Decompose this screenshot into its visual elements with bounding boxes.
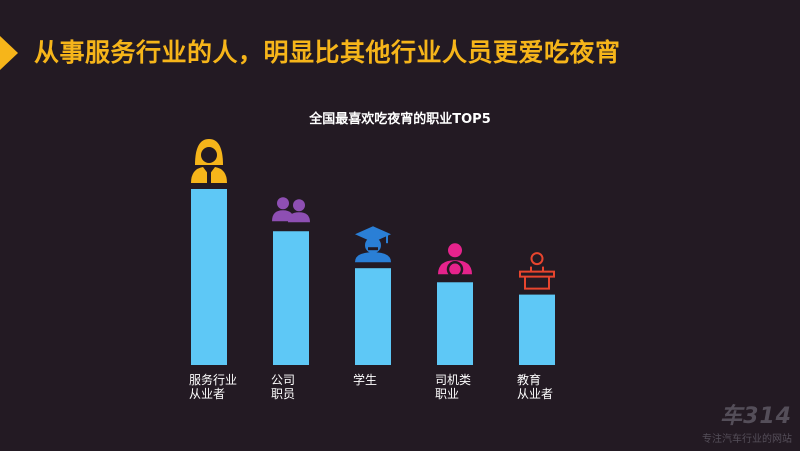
category-label-line: 学生 (353, 373, 378, 387)
driver-icon (438, 243, 472, 278)
header-arrow (0, 36, 18, 70)
bar-2 (273, 231, 309, 365)
watermark-tagline: 专注汽车行业的网站 (702, 434, 792, 445)
headline: 从事服务行业的人，明显比其他行业人员更爱吃夜宵 (34, 38, 621, 67)
chart-title: 全国最喜欢吃夜宵的职业TOP5 (309, 112, 491, 127)
category-label-2: 公司 职员 (271, 373, 295, 401)
category-label-line: 公司 (271, 373, 296, 387)
category-label-line: 从业者 (189, 387, 226, 401)
watermark-logo: 车314 (720, 404, 792, 429)
female-worker-icon (191, 139, 227, 183)
category-label-4: 司机类 职业 (435, 373, 471, 401)
bar-5 (519, 294, 555, 365)
teacher-icon (519, 252, 555, 290)
category-label-line: 职业 (435, 387, 460, 401)
category-label-5: 教育 从业者 (517, 373, 553, 401)
category-label-3: 学生 (353, 373, 377, 387)
category-label-line: 服务行业 (189, 373, 238, 387)
watermark: 车314 专注汽车行业的网站 (702, 398, 792, 445)
category-label-line: 教育 (517, 373, 542, 387)
graduate-icon (355, 226, 391, 263)
category-label-line: 司机类 (435, 373, 472, 387)
office-staff-icon (272, 197, 310, 223)
category-label-line: 从业者 (517, 387, 554, 401)
bar-4 (437, 282, 473, 365)
category-label-1: 服务行业 从业者 (189, 373, 237, 401)
category-label-line: 职员 (271, 387, 296, 401)
bar-3 (355, 268, 391, 365)
bar-1 (191, 189, 227, 365)
